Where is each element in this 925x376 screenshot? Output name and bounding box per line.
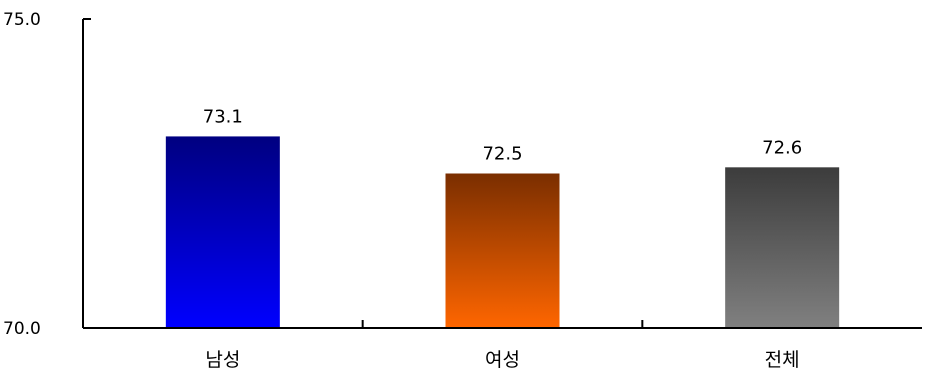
category-label-1: 남성: [205, 349, 240, 371]
y-tick-label: 75.0: [3, 10, 41, 30]
value-label-1: 73.1: [203, 106, 243, 127]
category-label-2: 여성: [485, 349, 520, 371]
category-label-3: 전체: [765, 349, 800, 371]
bars-group: [165, 136, 840, 328]
value-label-2: 72.5: [482, 144, 522, 165]
axes-group: [82, 18, 922, 329]
bar-2: [445, 173, 560, 328]
bar-1: [165, 136, 280, 328]
labels-group: 70.0 75.0 73.1 남성 72.5 여성 72.6 전체: [3, 10, 802, 371]
y-tick-label: 70.0: [3, 319, 41, 339]
bar-3: [725, 167, 840, 328]
value-label-3: 72.6: [762, 137, 802, 158]
